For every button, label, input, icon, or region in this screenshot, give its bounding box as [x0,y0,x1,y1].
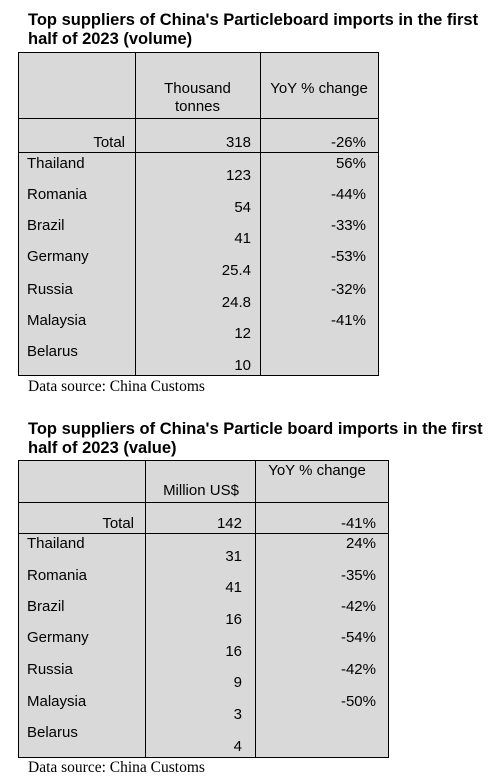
row-country: Belarus [27,343,78,360]
total-yoy: -26% [330,134,366,151]
column-header-value: Million US$ [163,482,239,499]
row-country: Romania [27,186,88,203]
table-title-volume: Top suppliers of China's Particleboard i… [28,11,479,48]
row-value: 16 [225,611,242,628]
row-country: Germany [27,248,89,265]
row-value: 25.4 [221,262,251,279]
row-yoy: -41% [330,312,366,329]
data-source-note: Data source: China Customs [28,378,205,395]
row-value: 4 [233,738,242,755]
total-label: Total [102,515,134,532]
total-value: 142 [216,515,242,532]
row-value: 41 [234,230,251,247]
row-yoy: -33% [330,217,366,234]
total-value: 318 [225,134,251,151]
row-yoy: 24% [345,535,376,552]
row-yoy: -50% [340,693,376,710]
row-value: 12 [234,325,251,342]
row-country: Thailand [27,535,85,552]
row-country: Malaysia [27,693,87,710]
row-yoy: -32% [330,281,366,298]
row-country: Russia [27,661,73,678]
row-yoy: -54% [340,629,376,646]
row-value: 41 [225,579,242,596]
row-value: 9 [233,674,242,691]
row-value: 10 [234,357,251,374]
value-table: Million US$ YoY % change Total 142 -41% … [18,460,389,758]
column-header-yoy: YoY % change [270,80,368,97]
total-yoy: -41% [340,515,376,532]
row-value: 123 [225,167,251,184]
row-country: Germany [27,629,89,646]
row-country: Romania [27,567,88,584]
row-value: 16 [225,643,242,660]
row-yoy: -42% [340,598,376,615]
volume-table: Thousand tonnes YoY % change Total 318 -… [18,52,379,376]
row-country: Russia [27,281,73,298]
row-country: Thailand [27,155,85,172]
column-header-quantity: Thousand tonnes [164,80,231,115]
row-country: Brazil [27,598,65,615]
table-title-value: Top suppliers of China's Particle board … [28,420,483,457]
row-country: Belarus [27,724,78,741]
total-label: Total [93,134,125,151]
row-country: Malaysia [27,312,87,329]
row-value: 24.8 [221,294,251,311]
column-header-yoy: YoY % change [268,462,366,479]
data-source-note: Data source: China Customs [28,759,205,776]
row-value: 54 [234,199,251,216]
row-yoy: -42% [340,661,376,678]
row-yoy: -35% [340,567,376,584]
row-yoy: -53% [330,248,366,265]
row-value: 3 [233,706,242,723]
row-yoy: 56% [335,155,366,172]
row-value: 31 [225,548,242,565]
row-country: Brazil [27,217,65,234]
row-yoy: -44% [330,186,366,203]
